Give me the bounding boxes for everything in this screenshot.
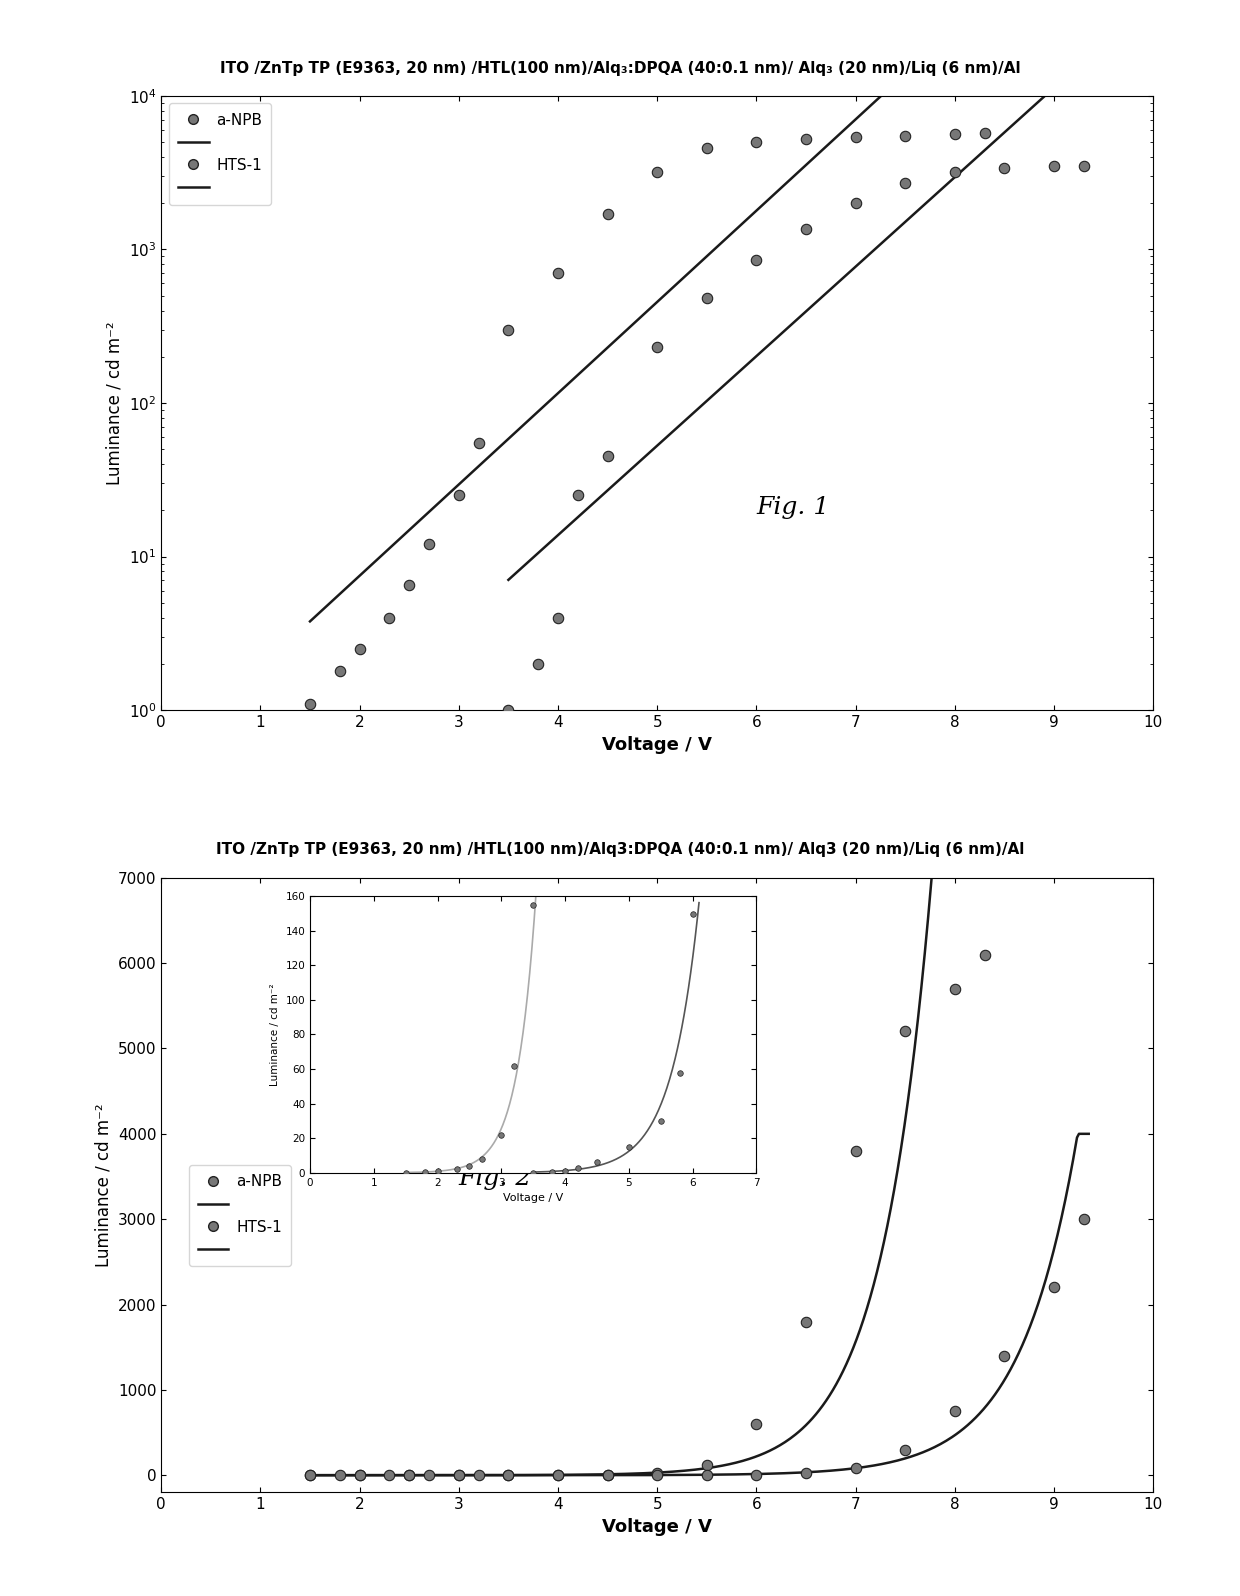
Y-axis label: Luminance / cd m⁻²: Luminance / cd m⁻² xyxy=(94,1103,112,1267)
Text: Fig. 1: Fig. 1 xyxy=(756,496,830,519)
Legend: a-NPB, , HTS-1, : a-NPB, , HTS-1, xyxy=(188,1165,291,1266)
Text: ITO /ZnTp TP (E9363, 20 nm) /HTL(100 nm)/Alq₃:DPQA (40:0.1 nm)/ Alq₃ (20 nm)/Liq: ITO /ZnTp TP (E9363, 20 nm) /HTL(100 nm)… xyxy=(219,61,1021,77)
X-axis label: Voltage / V: Voltage / V xyxy=(603,736,712,753)
Y-axis label: Luminance / cd m⁻²: Luminance / cd m⁻² xyxy=(105,321,123,485)
Text: Fig. 2: Fig. 2 xyxy=(459,1167,532,1191)
X-axis label: Voltage / V: Voltage / V xyxy=(603,1518,712,1535)
Text: ITO /ZnTp TP (E9363, 20 nm) /HTL(100 nm)/Alq3:DPQA (40:0.1 nm)/ Alq3 (20 nm)/Liq: ITO /ZnTp TP (E9363, 20 nm) /HTL(100 nm)… xyxy=(216,841,1024,857)
Legend: a-NPB, , HTS-1, : a-NPB, , HTS-1, xyxy=(169,104,272,204)
